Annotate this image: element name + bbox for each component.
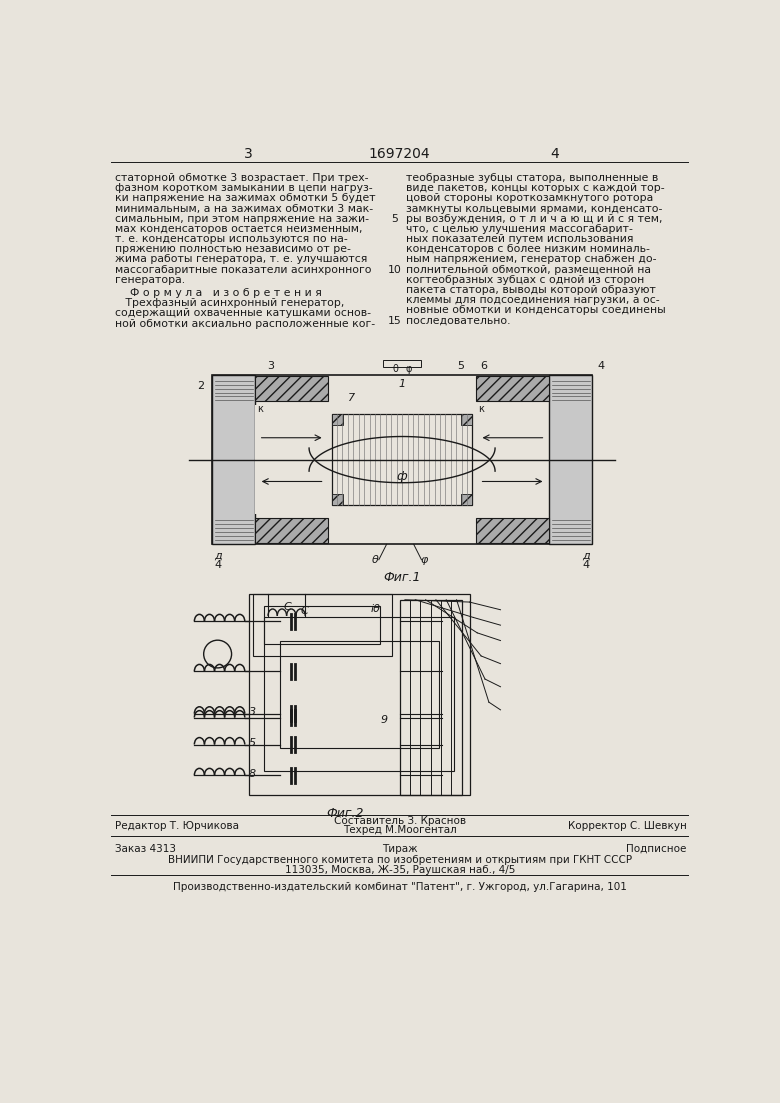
Text: 4: 4 bbox=[597, 361, 604, 371]
Bar bbox=[279, 641, 438, 748]
Text: θ: θ bbox=[393, 364, 399, 374]
Text: 6: 6 bbox=[480, 361, 487, 371]
Text: 3: 3 bbox=[244, 147, 253, 161]
Text: д: д bbox=[582, 550, 590, 560]
Text: массогабаритные показатели асинхронного: массогабаритные показатели асинхронного bbox=[115, 265, 371, 275]
Bar bbox=[212, 375, 592, 544]
Bar bbox=[476, 376, 549, 401]
Text: 9: 9 bbox=[381, 715, 388, 726]
Text: т. е. конденсаторы используются по на-: т. е. конденсаторы используются по на- bbox=[115, 234, 347, 244]
Text: д: д bbox=[215, 550, 222, 560]
Text: последовательно.: последовательно. bbox=[406, 315, 510, 325]
Text: 113035, Москва, Ж-35, Раушская наб., 4/5: 113035, Москва, Ж-35, Раушская наб., 4/5 bbox=[285, 865, 515, 875]
Bar bbox=[476, 518, 549, 543]
Text: полнительной обмоткой, размещенной на: полнительной обмоткой, размещенной на bbox=[406, 265, 651, 275]
Text: ВНИИПИ Государственного комитета по изобретениям и открытиям при ГКНТ СССР: ВНИИПИ Государственного комитета по изоб… bbox=[168, 855, 632, 865]
Text: ным напряжением, генератор снабжен до-: ным напряжением, генератор снабжен до- bbox=[406, 255, 657, 265]
Text: 7: 7 bbox=[348, 393, 355, 403]
Text: Составитель З. Краснов: Составитель З. Краснов bbox=[334, 816, 466, 826]
Text: ки напряжение на зажимах обмотки 5 будет: ки напряжение на зажимах обмотки 5 будет bbox=[115, 193, 375, 203]
Text: минимальным, а на зажимах обмотки 3 мак-: минимальным, а на зажимах обмотки 3 мак- bbox=[115, 204, 373, 214]
Bar bbox=[249, 595, 470, 794]
Bar bbox=[264, 618, 454, 771]
Text: ф: ф bbox=[397, 470, 407, 483]
Text: мах конденсаторов остается неизменным,: мах конденсаторов остается неизменным, bbox=[115, 224, 362, 234]
Text: Корректор С. Шевкун: Корректор С. Шевкун bbox=[568, 821, 686, 831]
Bar bbox=[264, 606, 381, 644]
Text: пакета статора, выводы которой образуют: пакета статора, выводы которой образуют bbox=[406, 285, 656, 295]
Bar bbox=[461, 415, 472, 425]
Text: Производственно-издательский комбинат "Патент", г. Ужгород, ул.Гагарина, 101: Производственно-издательский комбинат "П… bbox=[173, 882, 626, 892]
Text: Редактор Т. Юрчикова: Редактор Т. Юрчикова bbox=[115, 821, 239, 831]
Bar bbox=[332, 415, 472, 505]
Text: цовой стороны короткозамкнутого ротора: цовой стороны короткозамкнутого ротора bbox=[406, 193, 653, 203]
Text: 3: 3 bbox=[267, 361, 274, 371]
Text: Фиг.2: Фиг.2 bbox=[327, 807, 364, 820]
Bar bbox=[399, 600, 462, 794]
Text: пряжению полностью независимо от ре-: пряжению полностью независимо от ре- bbox=[115, 245, 350, 255]
Text: новные обмотки и конденсаторы соединены: новные обмотки и конденсаторы соединены bbox=[406, 306, 665, 315]
Text: C: C bbox=[300, 606, 308, 615]
Text: Трехфазный асинхронный генератор,: Трехфазный асинхронный генератор, bbox=[115, 298, 344, 308]
Text: 5: 5 bbox=[391, 214, 398, 224]
Bar bbox=[255, 518, 328, 543]
Bar bbox=[253, 595, 392, 656]
Text: 1697204: 1697204 bbox=[369, 147, 431, 161]
Bar bbox=[332, 494, 343, 505]
Bar bbox=[255, 376, 328, 401]
Text: теобразные зубцы статора, выполненные в: теобразные зубцы статора, выполненные в bbox=[406, 173, 658, 183]
Text: 4: 4 bbox=[215, 560, 222, 570]
Bar bbox=[212, 375, 255, 544]
Bar bbox=[461, 494, 472, 505]
Bar bbox=[549, 375, 592, 544]
Text: 5: 5 bbox=[457, 361, 463, 371]
Text: 3: 3 bbox=[249, 707, 256, 717]
Text: 15: 15 bbox=[388, 315, 401, 325]
Text: Фиг.1: Фиг.1 bbox=[383, 571, 421, 585]
Text: 4: 4 bbox=[551, 147, 559, 161]
Text: φ: φ bbox=[405, 364, 412, 374]
Text: когтеобразных зубцах с одной из сторон: когтеобразных зубцах с одной из сторон bbox=[406, 275, 644, 285]
Text: Заказ 4313: Заказ 4313 bbox=[115, 844, 176, 854]
Text: что, с целью улучшения массогабарит-: что, с целью улучшения массогабарит- bbox=[406, 224, 633, 234]
Text: ры возбуждения, о т л и ч а ю щ и й с я тем,: ры возбуждения, о т л и ч а ю щ и й с я … bbox=[406, 214, 662, 224]
Text: 2: 2 bbox=[197, 382, 204, 392]
Text: содержащий охваченные катушками основ-: содержащий охваченные катушками основ- bbox=[115, 309, 370, 319]
Text: Ф о р м у л а   и з о б р е т е н и я: Ф о р м у л а и з о б р е т е н и я bbox=[130, 288, 322, 298]
Text: 4: 4 bbox=[582, 560, 590, 570]
Text: Тираж: Тираж bbox=[382, 844, 417, 854]
Text: виде пакетов, концы которых с каждой тор-: виде пакетов, концы которых с каждой тор… bbox=[406, 183, 665, 193]
Text: жима работы генератора, т. е. улучшаются: жима работы генератора, т. е. улучшаются bbox=[115, 255, 367, 265]
Text: ных показателей путем использования: ных показателей путем использования bbox=[406, 234, 633, 244]
Text: к: к bbox=[478, 404, 484, 414]
Text: фазном коротком замыкании в цепи нагруз-: фазном коротком замыкании в цепи нагруз- bbox=[115, 183, 372, 193]
Text: θ: θ bbox=[371, 555, 378, 565]
Text: 5: 5 bbox=[249, 738, 256, 748]
Text: генератора.: генератора. bbox=[115, 275, 185, 285]
Text: 10: 10 bbox=[388, 265, 401, 275]
Bar bbox=[332, 415, 343, 425]
Text: статорной обмотке 3 возрастает. При трех-: статорной обмотке 3 возрастает. При трех… bbox=[115, 173, 368, 183]
Text: симальным, при этом напряжение на зажи-: симальным, при этом напряжение на зажи- bbox=[115, 214, 369, 224]
Text: к: к bbox=[257, 404, 263, 414]
Text: Подписное: Подписное bbox=[626, 844, 686, 854]
Text: iθ: iθ bbox=[370, 604, 381, 614]
Text: φ: φ bbox=[420, 555, 427, 565]
Text: ной обмотки аксиально расположенные ког-: ной обмотки аксиально расположенные ког- bbox=[115, 319, 374, 329]
Text: 8: 8 bbox=[249, 769, 256, 779]
Text: Техред М.Моогентал: Техред М.Моогентал bbox=[343, 825, 456, 835]
Bar bbox=[383, 360, 421, 367]
Text: 1: 1 bbox=[399, 379, 406, 389]
Text: замкнуты кольцевыми ярмами, конденсато-: замкнуты кольцевыми ярмами, конденсато- bbox=[406, 204, 662, 214]
Text: клеммы для подсоединения нагрузки, а ос-: клеммы для подсоединения нагрузки, а ос- bbox=[406, 296, 660, 306]
Bar bbox=[255, 405, 476, 514]
Text: C: C bbox=[283, 601, 291, 612]
Text: конденсаторов с более низким номиналь-: конденсаторов с более низким номиналь- bbox=[406, 245, 650, 255]
